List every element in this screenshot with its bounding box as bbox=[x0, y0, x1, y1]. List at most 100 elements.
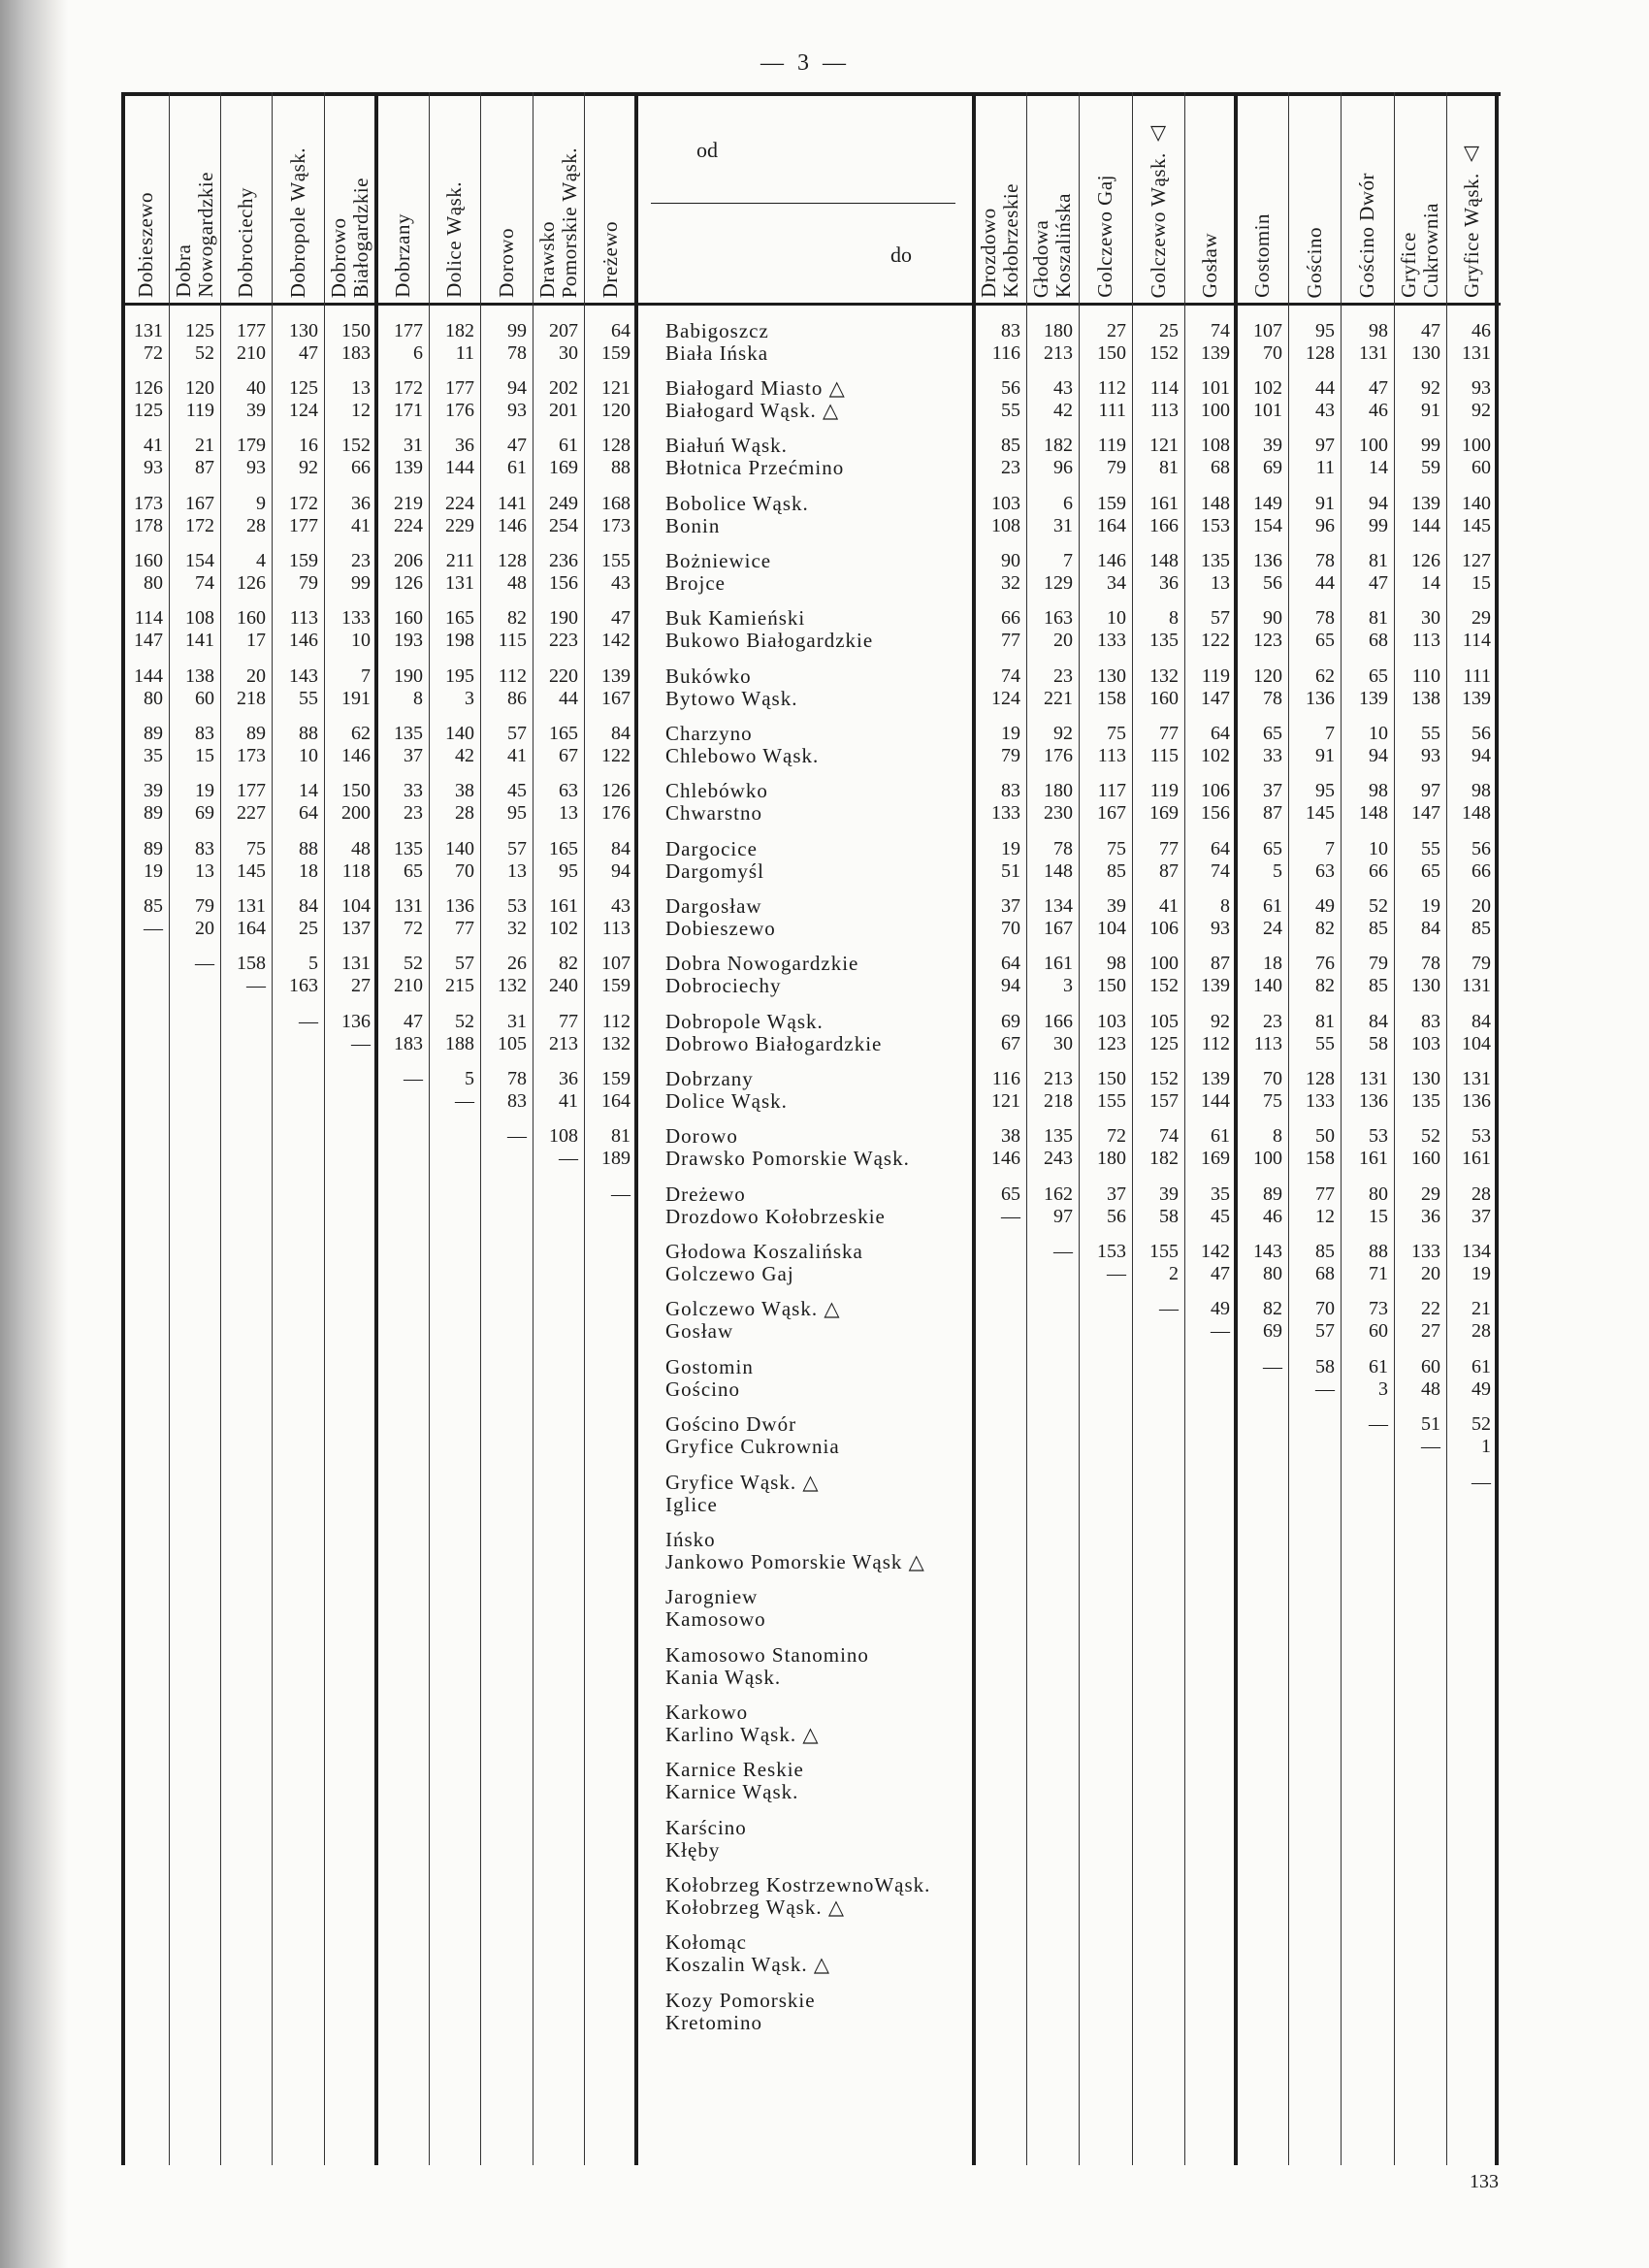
distance-cell: 2 bbox=[1169, 1263, 1179, 1285]
distance-cell: 85 bbox=[1315, 1241, 1335, 1263]
distance-cell: 136 bbox=[1306, 687, 1335, 709]
distance-cell: — bbox=[299, 1010, 318, 1032]
distance-cell: 19 bbox=[1471, 1263, 1491, 1285]
distance-cell: 10 bbox=[299, 744, 318, 766]
distance-cell: 133 bbox=[991, 802, 1020, 825]
distance-cell: 28 bbox=[455, 802, 474, 825]
distance-cell: 65 bbox=[1369, 664, 1388, 687]
distance-cell: 28 bbox=[1471, 1320, 1491, 1343]
distance-cell: 22 bbox=[1421, 1298, 1440, 1320]
distance-cell: 150 bbox=[341, 780, 371, 802]
distance-cell: 113 bbox=[289, 607, 318, 630]
distance-cell: 103 bbox=[1097, 1010, 1126, 1032]
distance-cell: 153 bbox=[1097, 1241, 1126, 1263]
station-name: Kołomąc bbox=[665, 1930, 747, 1955]
distance-cell: 138 bbox=[1411, 687, 1440, 709]
distance-cell: 71 bbox=[1369, 1263, 1388, 1285]
distance-cell: 93 bbox=[1471, 376, 1491, 399]
distance-cell: 49 bbox=[1315, 895, 1335, 917]
distance-cell: 46 bbox=[1263, 1205, 1282, 1227]
distance-cell: 56 bbox=[1107, 1205, 1126, 1227]
distance-cell: 26 bbox=[507, 953, 527, 975]
distance-cell: 56 bbox=[1263, 571, 1282, 594]
station-name: Bobolice Wąsk. bbox=[665, 491, 809, 515]
distance-cell: 89 bbox=[144, 722, 163, 744]
distance-cell: 131 bbox=[394, 895, 423, 917]
distance-cell: 18 bbox=[299, 859, 318, 882]
distance-cell: 176 bbox=[445, 399, 474, 421]
distance-cell: 172 bbox=[185, 514, 214, 536]
distance-cell: 162 bbox=[1044, 1183, 1073, 1205]
distance-cell: 85 bbox=[1107, 859, 1126, 882]
distance-cell: 126 bbox=[601, 780, 630, 802]
distance-cell: 97 bbox=[1053, 1205, 1073, 1227]
distance-cell: 58 bbox=[1315, 1355, 1335, 1377]
distance-cell: 80 bbox=[144, 687, 163, 709]
distance-cell: 65 bbox=[1263, 722, 1282, 744]
distance-cell: 68 bbox=[1211, 457, 1230, 479]
distance-cell: 79 bbox=[1107, 457, 1126, 479]
column-header-label: Dobrzany bbox=[391, 213, 414, 298]
distance-cell: 201 bbox=[549, 399, 578, 421]
distance-cell: 221 bbox=[1044, 687, 1073, 709]
distance-cell: 77 bbox=[1159, 837, 1179, 859]
distance-cell: 133 bbox=[341, 607, 371, 630]
distance-cell: 195 bbox=[445, 664, 474, 687]
distance-cell: 36 bbox=[351, 492, 371, 514]
distance-cell: 51 bbox=[1001, 859, 1020, 882]
column-header-line: Golczewo Gaj bbox=[1093, 175, 1116, 298]
distance-cell: 41 bbox=[559, 1090, 578, 1113]
distance-cell: 112 bbox=[1201, 1032, 1230, 1054]
distance-cell: 189 bbox=[601, 1148, 630, 1170]
distance-cell: 154 bbox=[185, 549, 214, 571]
distance-cell: 85 bbox=[1001, 435, 1020, 457]
column-header-line: Dobrociechy bbox=[234, 187, 257, 298]
distance-cell: 6 bbox=[1063, 492, 1073, 514]
column-header: Golczewo Wąsk. △ bbox=[1132, 99, 1184, 298]
distance-cell: 158 bbox=[1306, 1148, 1335, 1170]
distance-cell: 88 bbox=[1369, 1241, 1388, 1263]
distance-cell: 55 bbox=[1421, 722, 1440, 744]
distance-cell: 17 bbox=[246, 630, 266, 652]
distance-cell: 182 bbox=[445, 319, 474, 341]
distance-cell: 84 bbox=[1421, 918, 1440, 939]
distance-cell: 100 bbox=[1253, 1148, 1282, 1170]
distance-cell: 69 bbox=[1001, 1010, 1020, 1032]
distance-cell: 118 bbox=[341, 859, 371, 882]
distance-cell: 52 bbox=[195, 341, 214, 364]
distance-cell: 148 bbox=[1359, 802, 1388, 825]
distance-cell: 23 bbox=[1053, 664, 1073, 687]
distance-cell: 39 bbox=[144, 780, 163, 802]
distance-cell: 165 bbox=[549, 837, 578, 859]
distance-cell: 152 bbox=[1149, 341, 1179, 364]
distance-cell: 135 bbox=[1044, 1125, 1073, 1148]
distance-cell: 13 bbox=[1211, 571, 1230, 594]
distance-cell: 36 bbox=[455, 435, 474, 457]
distance-cell: 92 bbox=[1211, 1010, 1230, 1032]
distance-cell: 79 bbox=[1001, 744, 1020, 766]
distance-cell: 102 bbox=[549, 918, 578, 939]
distance-cell: 113 bbox=[601, 918, 630, 939]
column-header-line: Gryfice bbox=[1397, 232, 1420, 298]
column-header-label: Golczewo Gaj bbox=[1093, 175, 1116, 298]
distance-cell: 145 bbox=[1462, 514, 1491, 536]
distance-cell: 146 bbox=[991, 1148, 1020, 1170]
distance-cell: 89 bbox=[246, 722, 266, 744]
distance-cell: 127 bbox=[1462, 549, 1491, 571]
distance-cell: 91 bbox=[1421, 399, 1440, 421]
distance-cell: 79 bbox=[195, 895, 214, 917]
distance-cell: 206 bbox=[394, 549, 423, 571]
distance-cell: 224 bbox=[445, 492, 474, 514]
distance-cell: 104 bbox=[1462, 1032, 1491, 1054]
distance-cell: 77 bbox=[1001, 630, 1020, 652]
distance-cell: 49 bbox=[1211, 1298, 1230, 1320]
distance-cell: 47 bbox=[1421, 319, 1440, 341]
distance-cell: 100 bbox=[1149, 953, 1179, 975]
distance-cell: 20 bbox=[1053, 630, 1073, 652]
column-rule bbox=[1288, 92, 1289, 2165]
column-header-line: Koszalińska bbox=[1051, 192, 1075, 298]
distance-cell: 150 bbox=[1097, 341, 1126, 364]
distance-cell: — bbox=[507, 1125, 527, 1148]
station-name: Charzyno bbox=[665, 721, 753, 745]
station-name: Chlebowo Wąsk. bbox=[665, 743, 820, 767]
